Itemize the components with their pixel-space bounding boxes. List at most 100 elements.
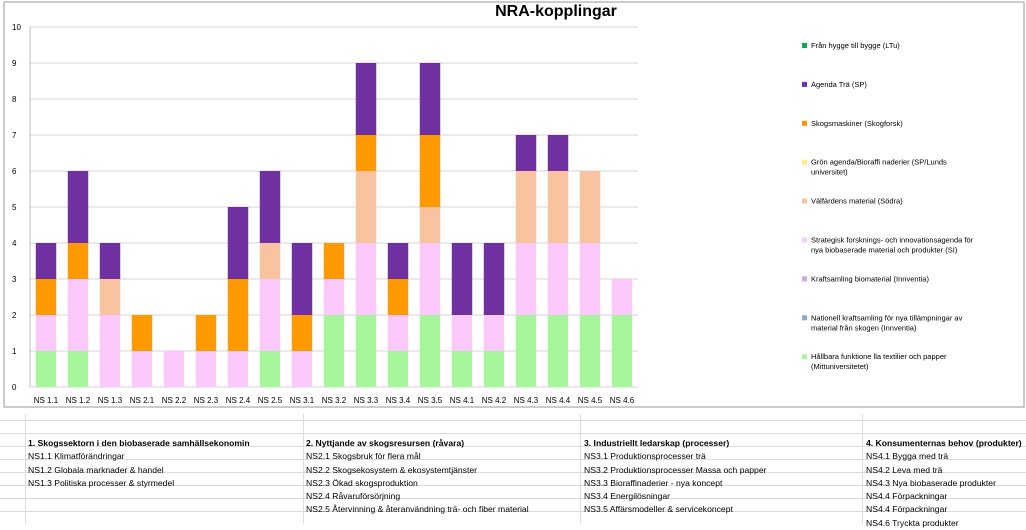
sheet-cell[interactable]: NS2.4 Råvaruförsörjning	[306, 491, 401, 502]
bar-segment	[195, 315, 217, 351]
sheet-cell[interactable]: NS4.3 Nya biobaserade produkter	[866, 477, 996, 488]
sheet-cell[interactable]: NS2.3 Ökad skogsproduktion	[306, 477, 418, 488]
legend-label: Grön agenda/Bioraffi naderier (SP/Lunds	[811, 158, 947, 167]
column-header[interactable]: 3. Industriellt ledarskap (processer)	[584, 438, 730, 448]
legend-label: Från hygge till bygge (LTu)	[811, 41, 900, 50]
bar-segment	[227, 351, 249, 387]
sheet-cell[interactable]: NS1.2 Globala marknader & handel	[28, 464, 164, 475]
legend-label-line2: (Mittuniversitetet)	[811, 362, 869, 371]
bar-segment	[323, 279, 345, 315]
bar-segment	[579, 171, 601, 243]
legend-label: Välfärdens material (Södra)	[811, 197, 903, 206]
bar-segment	[387, 279, 409, 315]
y-tick-label: 8	[12, 95, 17, 104]
bar-segment	[355, 315, 377, 387]
sheet-column-2: 2. Nyttjande av skogsresursen (råvara) N…	[306, 437, 529, 517]
sheet-cell[interactable]: NS3.5 Affärsmodeller & servicekoncept	[584, 504, 733, 515]
sheet-row-line	[0, 472, 1026, 473]
bar-segment	[611, 315, 633, 387]
bar-segment	[131, 315, 153, 351]
bar-segment	[579, 243, 601, 315]
legend: Från hygge till bygge (LTu) Agenda Trä (S…	[802, 41, 974, 371]
x-axis-ticks: NS 1.1 NS 1.2 NS 1.3 NS 2.1 NS 2.2 NS 2.3 NS 2…	[34, 396, 635, 405]
column-header[interactable]: 1. Skogssektorn i den biobaserade samhäl…	[28, 438, 250, 448]
bar-segment	[259, 243, 281, 279]
sheet-cell[interactable]: NS2.1 Skogsbruk för flera mål	[306, 451, 421, 462]
bar-segment	[163, 351, 185, 387]
legend-label: Hållbara funktione lla textilier och pap…	[811, 352, 947, 361]
sheet-col-line	[25, 414, 26, 524]
bar-segment	[35, 351, 57, 387]
sheet-cell[interactable]: NS3.1 Produktionsprocesser trä	[584, 451, 706, 462]
bar-segment	[451, 243, 473, 315]
chart-title: NRA-kopplingar	[495, 3, 617, 20]
bar-segment	[547, 171, 569, 243]
y-tick-label: 10	[12, 23, 21, 32]
bar-segment	[35, 315, 57, 351]
x-tick-label: NS 3.1	[290, 396, 315, 405]
stacked-bar-chart: NRA-kopplingar 0 1 2 3 4 5 6 7 8 9 10 NS 1.1 NS 1.2…	[3, 1, 1025, 408]
sheet-cell[interactable]: NS2.5 Återvinning & återanvändning trä- …	[306, 504, 529, 515]
legend-swatch	[802, 198, 807, 204]
sheet-cell[interactable]: NS3.2 Produktionsprocesser Massa och pap…	[584, 464, 767, 475]
bar-segment	[547, 135, 569, 171]
bar-segment	[67, 351, 89, 387]
chart-frame	[3, 1, 1025, 408]
legend-label-line2: universitet)	[811, 168, 848, 177]
legend-label: Nationell kraftsamling för nya tillämpni…	[811, 313, 963, 322]
legend-label-line2: nya biobaserade material och produkter (…	[811, 246, 958, 255]
bar-segment	[227, 279, 249, 351]
bar-segment	[259, 351, 281, 387]
sheet-cell[interactable]: NS4.1 Bygga med trä	[866, 451, 949, 462]
column-header[interactable]: 2. Nyttjande av skogsresursen (råvara)	[306, 438, 465, 448]
legend-swatch	[802, 276, 807, 282]
x-tick-label: NS 4.1	[450, 396, 475, 405]
y-tick-label: 7	[12, 131, 17, 140]
sheet-cell[interactable]: NS3.3 Bioraffinaderier - nya koncept	[584, 477, 723, 488]
x-tick-label: NS 4.4	[546, 396, 571, 405]
sheet-cell[interactable]: NS1.1 Klimatförändringar	[28, 451, 125, 462]
x-tick-label: NS 1.3	[98, 396, 123, 405]
bar-segment	[419, 63, 441, 135]
bar-segment	[291, 315, 313, 351]
y-tick-label: 0	[12, 383, 17, 392]
bar-segment	[227, 207, 249, 279]
x-tick-label: NS 3.4	[386, 396, 411, 405]
y-tick-label: 9	[12, 59, 17, 68]
bar-segment	[259, 279, 281, 351]
bar-segment	[387, 315, 409, 351]
x-tick-label: NS 1.2	[66, 396, 91, 405]
sheet-cell[interactable]: NS4.4 Förpackningar	[866, 504, 948, 515]
bar-segment	[99, 243, 121, 279]
bar-segment	[387, 351, 409, 387]
sheet-cell[interactable]: NS4.2 Leva med trä	[866, 464, 943, 475]
legend-label: Skogsmaskiner (Skogforsk)	[811, 119, 903, 128]
legend-swatch	[802, 159, 807, 165]
sheet-cell[interactable]: NS3.4 Energilösningar	[584, 491, 670, 502]
sheet-cell[interactable]: NS4.6 Tryckta produkter	[866, 517, 959, 528]
legend-swatch	[802, 354, 807, 360]
sheet-column-3: 3. Industriellt ledarskap (processer) NS…	[584, 437, 766, 517]
legend-label: Kraftsamling biomaterial (Innventia)	[811, 274, 929, 283]
sheet-cell[interactable]: NS1.3 Politiska processer & styrmedel	[28, 477, 175, 488]
bar-segment	[483, 243, 505, 315]
sheet-row-line	[0, 420, 1026, 421]
x-tick-label: NS 4.2	[482, 396, 507, 405]
x-tick-label: NS 2.5	[258, 396, 283, 405]
bar-segment	[419, 135, 441, 207]
spreadsheet-area: 1. Skogssektorn i den biobaserade samhäl…	[0, 414, 1026, 528]
sheet-cell[interactable]: NS4.4 Förpackningar	[866, 491, 948, 502]
bar-segment	[451, 315, 473, 351]
bar-segment	[323, 243, 345, 279]
sheet-cell[interactable]: NS2.2 Skogsekosystem & ekosystemtjänster	[306, 464, 477, 475]
bar-segment	[259, 171, 281, 243]
sheet-row-line	[0, 498, 1026, 499]
x-tick-label: NS 3.3	[354, 396, 379, 405]
bar-segment	[483, 351, 505, 387]
column-header[interactable]: 4. Konsumenternas behov (produkter)	[866, 438, 1022, 448]
x-tick-label: NS 2.1	[130, 396, 155, 405]
y-tick-label: 3	[12, 275, 17, 284]
sheet-row-line	[0, 433, 1026, 434]
x-tick-label: NS 2.2	[162, 396, 187, 405]
bar-segment	[387, 243, 409, 279]
